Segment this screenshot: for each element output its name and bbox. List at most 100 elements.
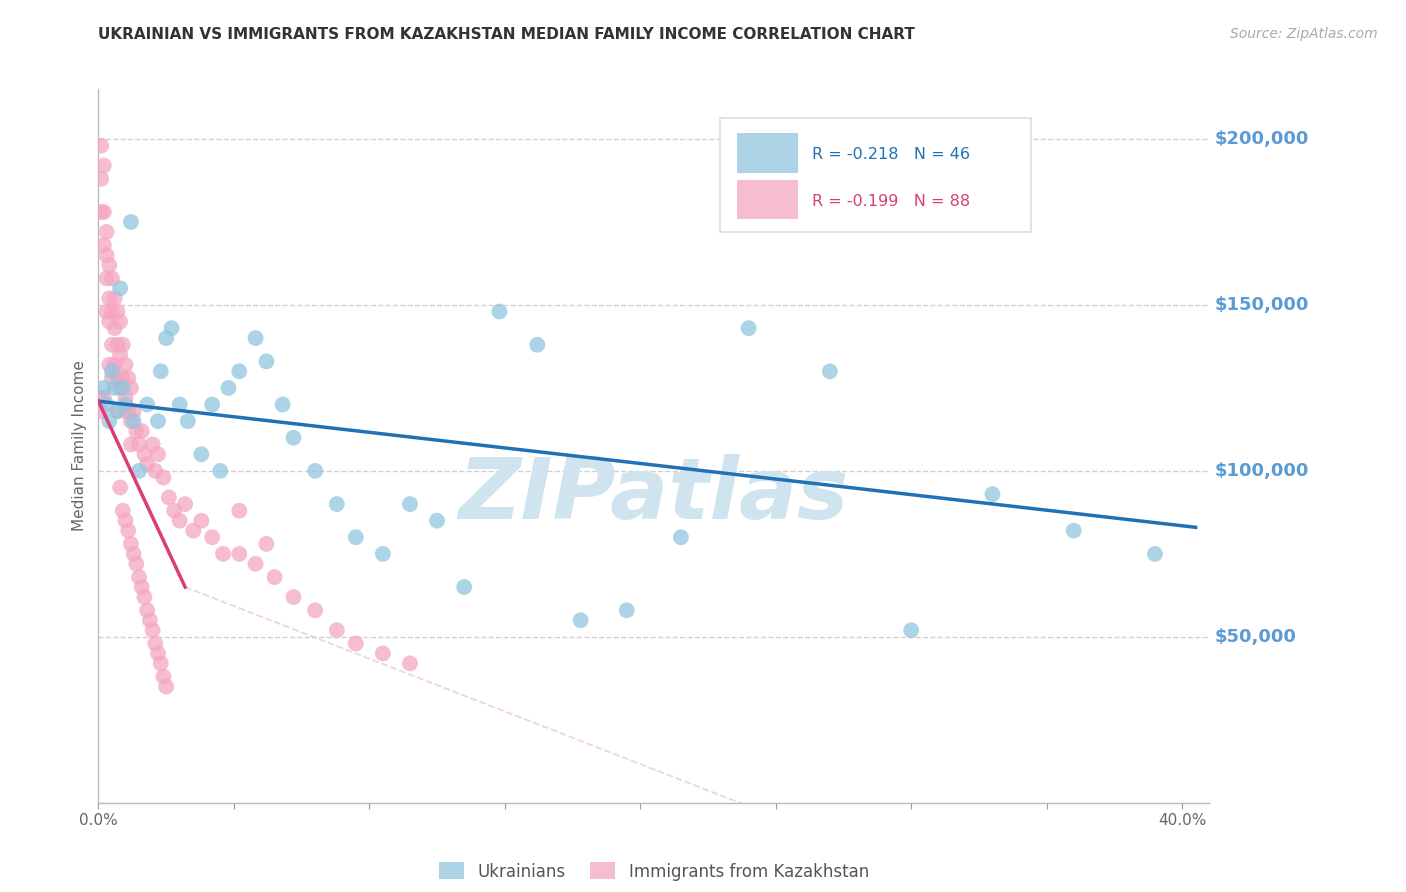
Point [155,331,177,345]
Point [245,557,267,571]
Point [108,281,131,295]
Point [134,590,156,604]
Point [90,138,112,153]
Point [283,431,305,445]
Point [157,491,180,505]
Text: $100,000: $100,000 [1215,462,1309,480]
Point [139,613,162,627]
Point [143,464,166,478]
Point [105,338,128,352]
Point [108,348,131,362]
Point [111,504,134,518]
Point [93,381,115,395]
Point [96,271,118,285]
Point [152,470,174,484]
Point [122,404,145,418]
Point [111,381,134,395]
Point [818,364,841,378]
Point [155,680,177,694]
Point [271,397,294,411]
Point [146,447,169,461]
Point [981,487,1004,501]
Point [105,404,128,418]
Point [149,657,172,671]
Point [98,314,121,328]
Point [245,331,267,345]
Point [1063,524,1085,538]
Point [146,414,169,428]
Point [371,647,394,661]
Point [254,354,277,368]
Point [108,481,131,495]
Point [101,371,124,385]
Point [122,414,145,428]
Point [120,537,142,551]
Point [101,304,124,318]
Point [201,530,224,544]
Point [136,457,159,471]
Point [228,364,250,378]
Point [426,514,449,528]
Text: Source: ZipAtlas.com: Source: ZipAtlas.com [1230,27,1378,41]
Point [371,547,394,561]
Point [169,397,191,411]
Point [128,437,150,451]
Text: UKRAINIAN VS IMMIGRANTS FROM KAZAKHSTAN MEDIAN FAMILY INCOME CORRELATION CHART: UKRAINIAN VS IMMIGRANTS FROM KAZAKHSTAN … [98,27,915,42]
Point [93,391,115,405]
Point [120,215,142,229]
Point [90,205,112,219]
Point [105,371,128,385]
Point [190,447,212,461]
Point [134,447,156,461]
Point [326,624,349,638]
Point [90,171,112,186]
Point [98,414,121,428]
Text: $150,000: $150,000 [1215,296,1309,314]
Point [108,314,131,328]
Point [283,590,305,604]
Point [399,657,422,671]
Point [114,391,136,405]
Point [131,580,153,594]
Point [143,636,166,650]
Point [98,258,121,272]
Point [142,437,165,451]
Point [212,547,235,561]
Point [181,524,204,538]
Point [105,304,128,318]
Point [104,321,127,335]
Point [190,514,212,528]
Bar [737,180,799,219]
Point [114,404,136,418]
Point [117,371,139,385]
Point [453,580,475,594]
Point [125,424,148,438]
Point [98,291,121,305]
Point [96,225,118,239]
Point [344,636,367,650]
Point [114,358,136,372]
Point [96,248,118,262]
Point [93,238,115,252]
Point [96,304,118,318]
Point [117,524,139,538]
Point [120,414,142,428]
Point [304,603,326,617]
Point [201,397,224,411]
Point [160,321,183,335]
Point [104,291,127,305]
Point [616,603,638,617]
Point [169,514,191,528]
Text: $200,000: $200,000 [1215,130,1309,148]
Point [488,304,510,318]
Point [142,624,165,638]
Point [209,464,232,478]
Point [96,397,118,411]
Point [146,647,169,661]
Point [105,404,128,418]
Point [117,404,139,418]
Point [217,381,239,395]
Point [228,504,250,518]
Point [304,464,326,478]
Point [254,537,277,551]
